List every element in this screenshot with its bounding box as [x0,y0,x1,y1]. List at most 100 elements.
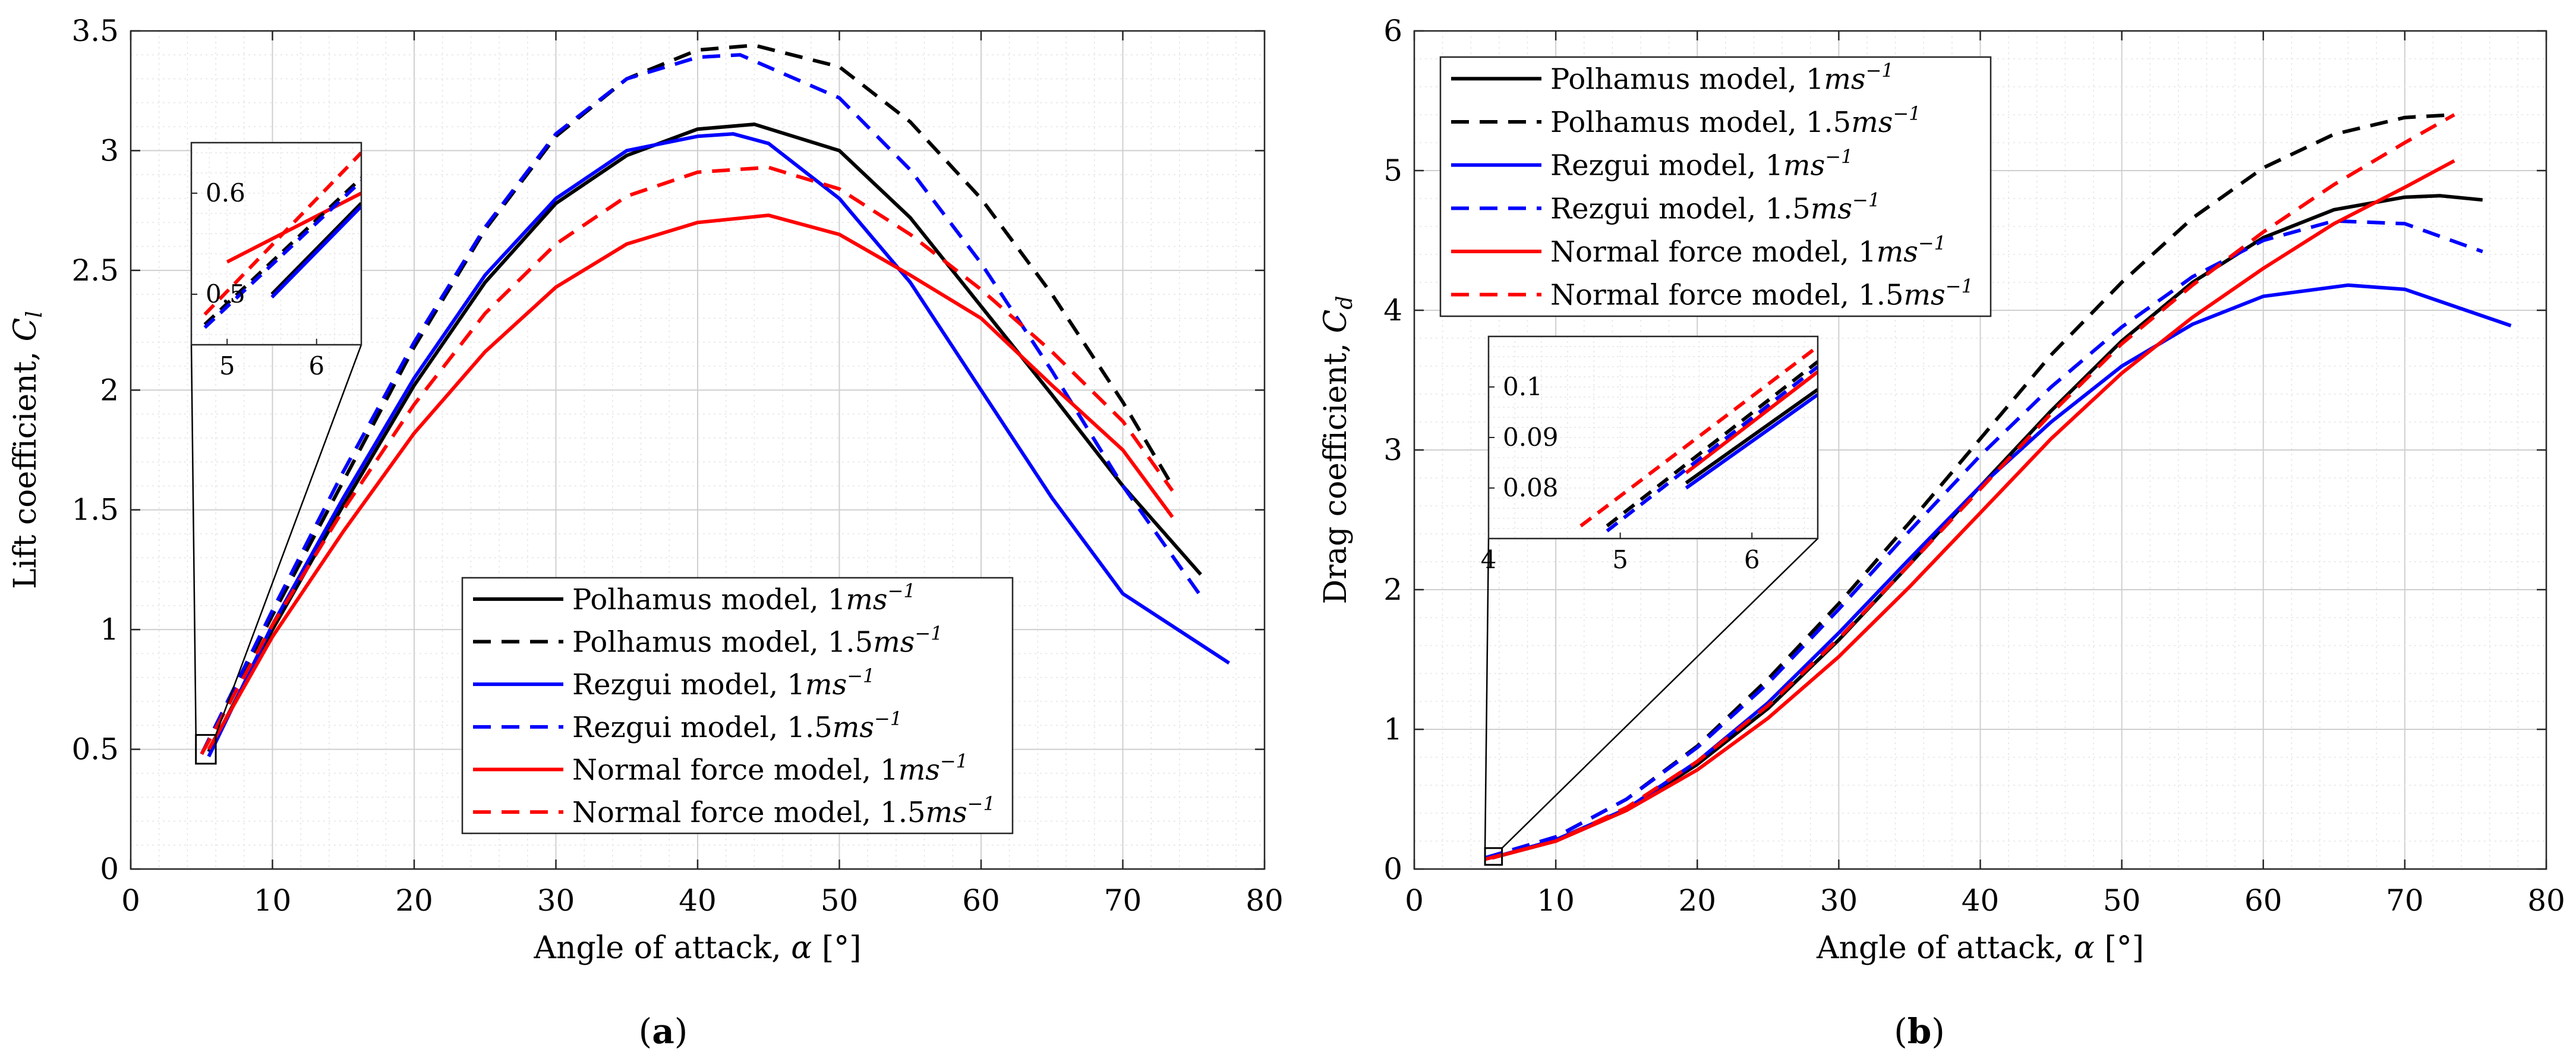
inset-x-tick-label: 5 [219,351,235,380]
panel-label: (a) [639,1011,688,1052]
panel-a-lift-coefficient: 0 10 20 30 40 50 60 70 80 0 0.5 1 1.5 2 2.5 3 3.5 Angle o… [8,14,1284,1052]
x-axis-label: Angle of attack, α [°] [533,930,861,966]
inset-connector [190,344,197,735]
series-line-normal-force-model-1mssolid [1492,159,2455,860]
inset-y-tick-label: 0.1 [1503,372,1543,401]
inset-series-line [1579,345,1818,528]
series-line-rezgui-model-1-5msdashed [1484,219,2483,860]
x-tick-label: 0 [121,883,140,918]
y-tick-label: 2 [100,373,119,407]
legend-entry: Rezgui model, 1.5ms−1 [1550,188,1880,225]
inset-y-tick-label: 0.5 [206,279,245,309]
inset-x-tick-label: 4 [1481,545,1497,574]
inset-zoom: 4 5 6 0.08 0.09 0.1 [1481,335,1819,866]
x-tick-label: 60 [2244,883,2282,918]
y-tick-label: 0.5 [71,732,119,767]
series-line-normal-force-model-1-5msdashed [1484,113,2455,861]
y-tick-label: 3.5 [71,14,119,48]
legend-entry: Normal force model, 1.5ms−1 [572,792,995,829]
x-tick-label: 80 [1246,883,1284,918]
y-tick-label: 1 [1383,712,1402,747]
inset-series-line [270,202,361,296]
inset-y-tick-label: 0.09 [1503,423,1559,452]
y-tick-label: 1 [100,612,119,647]
legend-entry: Rezgui model, 1.5ms−1 [572,707,902,744]
legend: Polhamus model, 1ms−1 Polhamus model, 1.5… [1439,56,1992,317]
y-tick-label: 0 [1383,852,1402,886]
inset-series-line [1685,388,1818,484]
inset-series-line [203,151,361,316]
x-tick-label: 20 [395,883,433,918]
legend-entry: Polhamus model, 1ms−1 [572,580,916,616]
inset-series-line [270,204,361,299]
panel-label: (b) [1894,1011,1945,1052]
legend-entry: Rezgui model, 1ms−1 [572,665,875,701]
x-tick-label: 0 [1405,883,1424,918]
y-axis-label: Lift coefficient, Cl [8,311,47,589]
x-tick-label: 70 [2386,883,2424,918]
inset-y-tick-label: 0.08 [1503,473,1559,502]
inset-series-line [203,180,361,329]
y-axis-label: Drag coefficient, Cd [1318,296,1357,605]
inset-zoom: 5 6 0.5 0.6 [190,141,362,765]
y-tick-label: 3 [100,133,119,168]
legend: Polhamus model, 1ms−1 Polhamus model, 1.5… [461,577,1014,835]
x-tick-label: 70 [1104,883,1142,918]
inset-y-tick-label: 0.6 [206,178,245,207]
x-tick-label: 40 [679,883,717,918]
inset-series-group [1579,345,1818,533]
zoom-source-box [1484,847,1503,866]
panel-b-drag-coefficient: 0 10 20 30 40 50 60 70 80 0 1 2 3 4 5 6 Angle of attack,… [1318,14,2565,1052]
legend-entry: Polhamus model, 1ms−1 [1550,59,1894,96]
y-tick-label: 0 [100,852,119,886]
y-tick-label: 6 [1383,14,1402,48]
inset-series-group [203,151,361,329]
inset-x-tick-label: 6 [1744,545,1760,574]
legend-entry: Normal force model, 1ms−1 [572,750,968,787]
inset-series-line [1606,365,1818,533]
legend-entry: Rezgui model, 1ms−1 [1550,146,1853,182]
x-tick-label: 10 [1537,883,1575,918]
inset-series-line [1685,393,1818,490]
x-tick-label: 30 [537,883,575,918]
inset-x-tick-label: 6 [308,351,324,380]
inset-x-tick-label: 5 [1612,545,1628,574]
series-group [200,43,1231,758]
y-tick-label: 2.5 [71,253,119,288]
inset-connector [1501,538,1818,849]
inset-connector [215,344,362,735]
inset-series-line [203,177,361,326]
y-tick-label: 3 [1383,433,1402,467]
x-tick-label: 10 [254,883,292,918]
x-tick-label: 80 [2527,883,2565,918]
inset-plot-area [191,143,361,345]
legend-entry: Polhamus model, 1.5ms−1 [1550,102,1921,139]
x-tick-label: 60 [962,883,1000,918]
x-tick-label: 50 [2103,883,2141,918]
x-axis-label: Angle of attack, α [°] [1816,930,2144,966]
legend-entry: Polhamus model, 1.5ms−1 [572,622,943,659]
x-tick-label: 50 [821,883,859,918]
x-tick-label: 40 [1962,883,2000,918]
legend-box [1439,56,1992,317]
series-line-normal-force-model-1-5msdashed [200,165,1174,755]
y-tick-label: 5 [1383,153,1402,188]
x-tick-label: 30 [1820,883,1858,918]
inset-plot-area [1489,336,1818,539]
inset-frame [190,141,362,346]
inset-series-line [1685,370,1818,474]
zoom-source-box [195,734,217,765]
y-tick-label: 4 [1383,293,1402,328]
series-line-polhamus-model-1-5msdashed [200,43,1174,755]
y-tick-label: 1.5 [71,493,119,527]
x-tick-label: 20 [1678,883,1716,918]
series-line-normal-force-model-1mssolid [207,213,1174,751]
inset-connector [1484,538,1490,848]
legend-entry: Normal force model, 1.5ms−1 [1550,275,1973,312]
inset-series-line [226,191,361,264]
y-tick-label: 2 [1383,572,1402,607]
inset-series-line [1606,360,1818,528]
legend-entry: Normal force model, 1ms−1 [1550,232,1946,269]
series-line-rezgui-model-1mssolid [207,132,1231,758]
